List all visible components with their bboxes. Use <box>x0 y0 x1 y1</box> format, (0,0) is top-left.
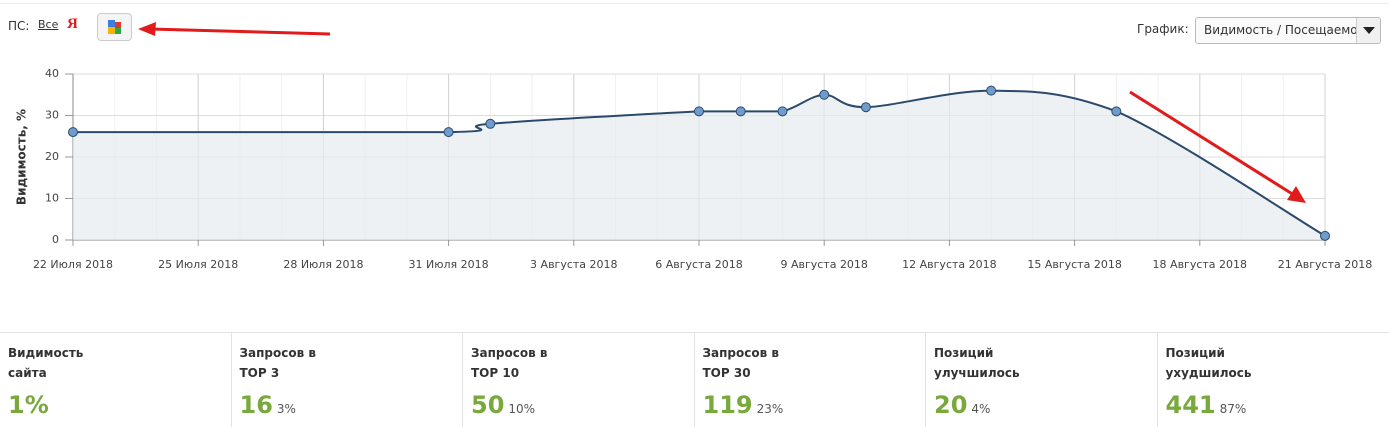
stat-share: 87% <box>1219 402 1247 416</box>
stat-value: 16 <box>239 391 273 419</box>
select-arrow <box>1356 18 1380 43</box>
x-tick-label: 12 Августа 2018 <box>902 258 996 271</box>
y-tick-label: 0 <box>52 233 59 246</box>
stat-label: TOP 3 <box>239 366 280 380</box>
stat-label: Позиций <box>934 346 994 360</box>
select-arrow-icon <box>1363 27 1375 34</box>
x-tick-label: 21 Августа 2018 <box>1278 258 1372 271</box>
stat-cell: Видимость сайта 1% <box>0 333 232 427</box>
x-tick-label: 22 Июля 2018 <box>33 258 113 271</box>
point <box>694 106 704 117</box>
stat-value: 50 <box>471 391 505 419</box>
annotation-arrowhead <box>1287 186 1306 203</box>
stat-share: 23% <box>756 402 784 416</box>
stat-value-row: 119 23% <box>703 391 926 419</box>
stat-value: 119 <box>702 391 753 419</box>
icon-part <box>108 20 115 27</box>
stat-value-row: 20 4% <box>934 391 1157 419</box>
stat-label: Видимость <box>8 346 84 360</box>
y-tick-label: 10 <box>45 192 59 205</box>
yandex-button[interactable]: Я <box>67 16 78 32</box>
y-tick-label: 20 <box>45 150 59 163</box>
point <box>735 106 746 117</box>
x-tick-label: 18 Августа 2018 <box>1153 258 1247 271</box>
point <box>443 127 454 138</box>
point <box>485 118 496 129</box>
point <box>1320 230 1330 241</box>
all-link[interactable]: Все <box>38 18 59 31</box>
stat-label: Позиций <box>1165 346 1225 360</box>
x-tick-label: 9 Августа 2018 <box>780 258 867 271</box>
stats-panel: Видимость сайта 1% Запросов в TOP 3 16 3% Запро… <box>0 332 1389 427</box>
top-border <box>0 3 1389 4</box>
stat-value: 20 <box>934 391 968 419</box>
ps-label: ПС: <box>8 19 30 33</box>
annotation-arrow <box>149 27 331 36</box>
stat-label: сайта <box>8 366 47 380</box>
stat-cell: Позиций улучшилось 20 4% <box>926 333 1158 427</box>
annotation-arrow <box>1129 90 1295 197</box>
line <box>73 89 1326 237</box>
stat-share: 10% <box>508 402 536 416</box>
stat-value-row: 16 3% <box>240 391 463 419</box>
stat-value-row: 1% <box>8 391 231 419</box>
stat-value: 1% <box>8 391 49 419</box>
x-tick-label: 31 Июля 2018 <box>409 258 489 271</box>
stat-label: TOP 30 <box>702 366 751 380</box>
stat-value: 441 <box>1165 391 1216 419</box>
chart: Видимость, % 0 10 20 30 40 22 Июля 2018 25 Июл… <box>15 22 1372 271</box>
point <box>819 89 830 100</box>
point <box>1111 106 1122 117</box>
annotation-arrowhead <box>138 22 156 36</box>
stat-label: Запросов в <box>702 346 779 360</box>
point <box>68 127 78 138</box>
area <box>73 90 1325 240</box>
stat-cell: Запросов в TOP 30 119 23% <box>695 333 926 427</box>
point <box>777 106 788 117</box>
stat-label: TOP 10 <box>471 366 520 380</box>
point <box>986 85 997 96</box>
stat-label: Запросов в <box>471 346 548 360</box>
icon-part <box>108 27 115 34</box>
x-tick-label: 6 Августа 2018 <box>655 258 742 271</box>
icon-part <box>115 22 121 28</box>
stat-share: 3% <box>276 402 296 416</box>
stat-share: 4% <box>971 402 991 416</box>
select-text: Видимость / Посещаемость <box>1204 23 1356 37</box>
google-button[interactable] <box>97 13 132 41</box>
x-tick-label: 25 Июля 2018 <box>158 258 238 271</box>
stat-label: Запросов в <box>239 346 316 360</box>
point <box>860 102 871 113</box>
y-tick-label: 30 <box>45 109 59 122</box>
x-tick-label: 15 Августа 2018 <box>1027 258 1121 271</box>
graph-label: График: <box>1137 22 1189 36</box>
stat-cell: Запросов в TOP 10 50 10% <box>463 333 695 427</box>
stat-value-row: 441 87% <box>1166 391 1389 419</box>
stat-cell: Позиций ухудшилось 441 87% <box>1158 333 1389 427</box>
stat-label: ухудшилось <box>1165 366 1252 380</box>
icon-part <box>115 28 121 34</box>
graph-select[interactable]: Видимость / Посещаемость <box>1195 17 1381 44</box>
y-tick-label: 40 <box>45 67 59 80</box>
stat-cell: Запросов в TOP 3 16 3% <box>232 333 463 427</box>
stat-label: улучшилось <box>934 366 1020 380</box>
y-axis-title: Видимость, % <box>15 109 29 205</box>
x-tick-label: 3 Августа 2018 <box>530 258 617 271</box>
x-tick-label: 28 Июля 2018 <box>283 258 363 271</box>
stat-value-row: 50 10% <box>471 391 694 419</box>
